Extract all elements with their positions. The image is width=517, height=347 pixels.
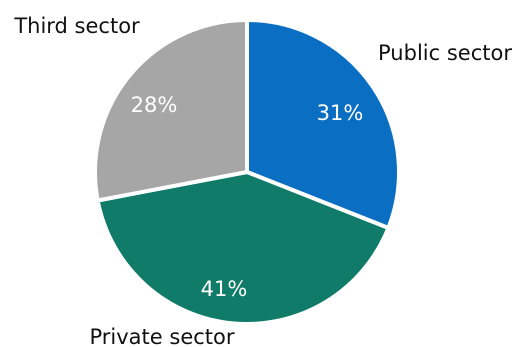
pie-value-label-private-sector: 41%	[201, 277, 248, 301]
pie-category-labels: Public sector Private sector Third sector	[13, 14, 512, 347]
pie-category-label-private-sector: Private sector	[89, 325, 234, 347]
pie-slice-third-sector	[93, 18, 249, 203]
pie-slice-public-sector	[245, 18, 401, 230]
pie-value-label-third-sector: 28%	[131, 93, 178, 117]
pie-slices	[93, 18, 401, 327]
pie-category-label-third-sector: Third sector	[13, 14, 140, 38]
pie-slice-private-sector	[95, 170, 391, 327]
pie-category-label-public-sector: Public sector	[378, 41, 512, 65]
pie-value-label-public-sector: 31%	[317, 101, 364, 125]
pie-value-labels: 31% 41% 28%	[131, 93, 364, 301]
